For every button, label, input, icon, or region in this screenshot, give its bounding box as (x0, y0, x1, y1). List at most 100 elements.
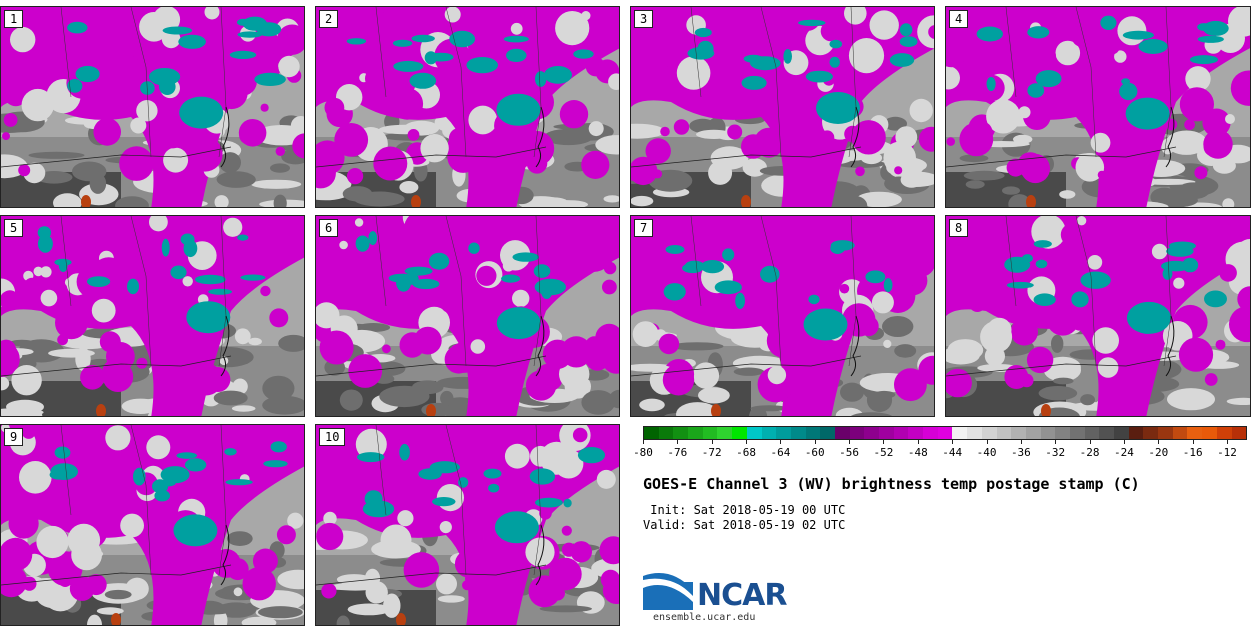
colorbar-swatch (893, 427, 909, 439)
stamp-panel: 3 (630, 6, 935, 208)
valid-time: Valid: Sat 2018-05-19 02 UTC (643, 518, 846, 532)
colorbar-tick-label: -44 (942, 446, 963, 459)
colorbar-swatch (673, 427, 689, 439)
colorbar-swatch (644, 427, 659, 439)
site-url: ensemble.ucar.edu (653, 612, 756, 623)
colorbar-tick (643, 440, 644, 444)
colorbar-tick-label: -80 (633, 446, 653, 459)
colorbar-tick (952, 440, 954, 444)
colorbar-swatch (849, 427, 865, 439)
colorbar-swatch (923, 427, 938, 439)
colorbar-tick (1055, 440, 1057, 444)
colorbar-tick (1020, 440, 1022, 444)
water-vapor-field (1, 425, 304, 625)
stamp-panel: 1 (0, 6, 305, 208)
stamp-panel: 4 (945, 6, 1251, 208)
colorbar-swatch (1187, 427, 1203, 439)
colorbar-tick-label: -52 (873, 446, 894, 459)
colorbar-swatch (1143, 427, 1159, 439)
colorbar-tick (1158, 440, 1160, 444)
colorbar-swatch (688, 427, 703, 439)
colorbar-swatch (1099, 427, 1114, 439)
colorbar-tick-label: -72 (701, 446, 722, 459)
stamp-panel: 10 (315, 424, 620, 626)
stamp-number: 8 (949, 219, 969, 237)
colorbar-swatch (658, 427, 674, 439)
colorbar-swatch (937, 427, 953, 439)
colorbar-swatch (1231, 427, 1247, 439)
colorbar-tick (849, 440, 851, 444)
stamp-panel: 9 (0, 424, 305, 626)
colorbar-tick-label: -68 (736, 446, 756, 459)
colorbar-swatch (981, 427, 997, 439)
water-vapor-field (316, 216, 619, 416)
water-vapor-field (946, 7, 1250, 207)
colorbar-swatch (820, 427, 835, 439)
colorbar-swatch (790, 427, 806, 439)
stamp-number: 2 (319, 10, 339, 28)
colorbar-tick-label: -28 (1079, 446, 1100, 459)
colorbar-swatch (1216, 427, 1232, 439)
stamp-number: 9 (4, 428, 24, 446)
colorbar-swatch (732, 427, 747, 439)
stamp-number: 4 (949, 10, 969, 28)
init-time: Init: Sat 2018-05-19 00 UTC (643, 503, 846, 517)
stamp-number: 5 (4, 219, 24, 237)
colorbar-tick (986, 440, 988, 444)
water-vapor-field (316, 7, 619, 207)
colorbar-swatch (1084, 427, 1100, 439)
colorbar-tick (1089, 440, 1091, 444)
colorbar-swatch (1114, 427, 1129, 439)
colorbar-tick-label: -36 (1010, 446, 1031, 459)
colorbar-swatch (717, 427, 733, 439)
colorbar-tick (746, 440, 748, 444)
water-vapor-field (1, 7, 304, 207)
figure-title: GOES-E Channel 3 (WV) brightness temp po… (643, 475, 1140, 493)
stamp-panel: 7 (630, 215, 935, 417)
colorbar-swatch (952, 427, 968, 439)
colorbar-tick (1227, 440, 1228, 444)
color-scale-ticks: -80 -76 -72 -68 -64 -60 -56 -52 -48 -44 -40 -36 -32-… (633, 440, 1247, 462)
stamp-panel: 2 (315, 6, 620, 208)
colorbar-tick (917, 440, 919, 444)
colorbar-swatch (702, 427, 718, 439)
colorbar-tick (883, 440, 885, 444)
stamp-number: 10 (319, 428, 346, 446)
colorbar-tick (780, 440, 782, 444)
colorbar-tick-label: -12 (1217, 446, 1237, 459)
water-vapor-field (631, 216, 934, 416)
colorbar-swatch (1172, 427, 1188, 439)
water-vapor-field (316, 425, 619, 625)
colorbar-tick-label: -32 (1045, 446, 1066, 459)
color-scale-bar (643, 426, 1247, 440)
colorbar-swatch (834, 427, 850, 439)
water-vapor-field (631, 7, 934, 207)
colorbar-swatch (908, 427, 924, 439)
ncar-logo-icon (643, 573, 693, 610)
colorbar-swatch (1011, 427, 1026, 439)
water-vapor-field (946, 216, 1250, 416)
colorbar-tick (814, 440, 816, 444)
colorbar-tick (677, 440, 679, 444)
colorbar-swatch (1128, 427, 1144, 439)
colorbar-tick-label: -24 (1114, 446, 1134, 459)
colorbar-tick-label: -16 (1182, 446, 1203, 459)
colorbar-tick-label: -40 (976, 446, 997, 459)
colorbar-tick-label: -56 (839, 446, 860, 459)
colorbar-swatch (805, 427, 821, 439)
stamp-number: 6 (319, 219, 339, 237)
colorbar-tick-label: -76 (667, 446, 688, 459)
colorbar-tick-label: -20 (1148, 446, 1169, 459)
colorbar-swatch (761, 427, 777, 439)
colorbar-tick (1192, 440, 1194, 444)
colorbar-swatch (1040, 427, 1056, 439)
colorbar-swatch (1202, 427, 1217, 439)
colorbar-swatch (1069, 427, 1085, 439)
stamp-panel: 5 (0, 215, 305, 417)
colorbar-tick-label: -60 (804, 446, 825, 459)
colorbar-swatch (967, 427, 982, 439)
stamp-number: 7 (634, 219, 654, 237)
stamp-number: 1 (4, 10, 24, 28)
colorbar-swatch (879, 427, 894, 439)
stamp-panel: 8 (945, 215, 1251, 417)
